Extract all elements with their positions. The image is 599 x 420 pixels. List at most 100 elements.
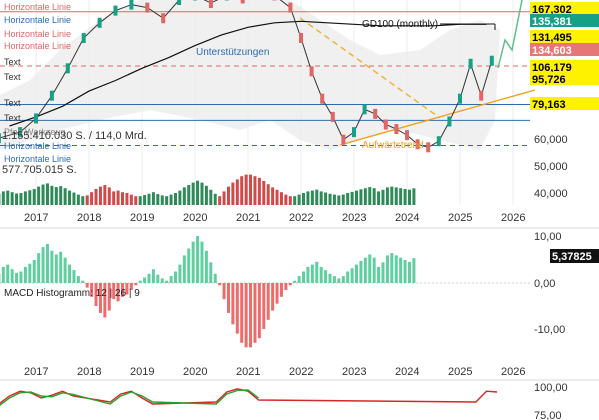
overlay-label: Text — [4, 98, 21, 108]
volume-bar — [328, 193, 332, 205]
volume-tick: 50,000 — [534, 161, 568, 173]
macd-bar — [94, 283, 98, 306]
macd-bar — [37, 253, 41, 283]
candle — [352, 127, 356, 138]
price-label-bg — [530, 72, 599, 85]
price-label: 134,603 — [532, 45, 572, 57]
volume-label-2: 577.705.015 S. — [2, 164, 77, 176]
volume-bar — [363, 188, 367, 205]
volume-bar — [266, 184, 270, 205]
macd-value-badge — [550, 249, 599, 263]
volume-bar — [28, 190, 32, 205]
volume-bar — [275, 189, 279, 205]
volume-bar — [156, 194, 160, 205]
macd-bar — [143, 277, 147, 283]
macd-bar — [328, 273, 332, 283]
volume-bar — [68, 190, 72, 205]
candle — [208, 0, 213, 9]
macd-bar — [50, 250, 54, 283]
macd-bar — [262, 283, 266, 329]
macd-bar — [187, 248, 191, 283]
candle — [383, 119, 388, 130]
volume-bar — [103, 185, 107, 205]
price-label-bg — [530, 97, 599, 110]
volume-bar — [107, 187, 111, 205]
candle — [458, 93, 462, 104]
x-tick-label: 2021 — [236, 366, 260, 378]
macd-bar — [337, 278, 341, 283]
price-label: 131,495 — [532, 32, 572, 44]
macd-bar — [196, 236, 200, 283]
macd-bar — [306, 266, 310, 283]
overlay-label: Text — [4, 113, 21, 123]
macd-bar — [68, 264, 72, 283]
macd-bar — [407, 261, 411, 283]
x-tick-label: 2025 — [448, 212, 472, 224]
macd-bar — [266, 283, 270, 320]
macd-bar — [310, 264, 314, 283]
macd-bar — [15, 272, 19, 283]
overlay-label: Text — [4, 72, 21, 82]
volume-bar — [112, 191, 116, 205]
macd-bar — [240, 283, 244, 343]
volume-bar — [121, 192, 125, 205]
volume-bar — [346, 193, 350, 205]
stochastic-lines — [0, 388, 498, 407]
volume-bar — [151, 192, 155, 205]
macd-bar — [156, 274, 160, 283]
volume-bar — [253, 176, 257, 205]
x-tick-label: 2017 — [24, 366, 48, 378]
volume-bar — [182, 187, 186, 205]
macd-bar — [271, 283, 275, 311]
volume-bar — [324, 192, 328, 205]
volume-bar — [116, 190, 120, 205]
macd-bar — [302, 271, 306, 283]
volume-bar — [143, 195, 147, 205]
volume-bar — [306, 191, 310, 205]
x-tick-label: 2025 — [448, 366, 472, 378]
volume-bar — [1, 191, 5, 205]
macd-bar — [346, 271, 350, 283]
volume-tick: 60,000 — [534, 134, 568, 146]
volume-bar — [355, 190, 359, 205]
volume-bar — [173, 193, 177, 205]
macd-bar — [182, 255, 186, 283]
volume-bar — [385, 187, 389, 205]
volume-bar — [377, 191, 381, 205]
x-tick-label: 2019 — [130, 366, 154, 378]
price-label-bg — [530, 30, 599, 43]
volume-bar — [76, 194, 80, 205]
candle — [405, 130, 409, 141]
macd-bar — [45, 243, 49, 283]
candle — [436, 136, 441, 147]
macd-bar — [377, 266, 381, 283]
support-annotation: Unterstützungen — [196, 47, 269, 58]
price-label-bg — [530, 14, 599, 27]
gd100-line — [9, 20, 487, 127]
x-tick-label: 2019 — [130, 212, 154, 224]
candle — [113, 5, 118, 16]
volume-bar — [231, 182, 235, 205]
candle — [240, 0, 245, 4]
volume-bar — [222, 191, 226, 205]
macd-bar — [403, 260, 407, 283]
overlay-label: Horizontale Linie — [4, 154, 71, 164]
volume-bars — [0, 174, 416, 205]
macd-bar — [169, 276, 173, 283]
volume-bar — [271, 187, 275, 205]
volume-bar — [218, 196, 222, 205]
x-tick-label: 2023 — [342, 366, 366, 378]
volume-bar — [196, 180, 200, 205]
macd-bar — [209, 262, 213, 283]
macd-bar — [59, 251, 63, 283]
macd-bar — [76, 276, 80, 283]
volume-bar — [332, 194, 336, 205]
stoch-tick: 75,00 — [534, 410, 562, 420]
macd-bar — [324, 270, 328, 283]
price-label-bg — [530, 2, 599, 15]
candle — [97, 17, 102, 28]
volume-bar — [147, 193, 151, 205]
macd-bar — [222, 283, 226, 300]
volume-bar — [315, 189, 319, 205]
overlay-label: Horizontale Linie — [4, 141, 71, 151]
